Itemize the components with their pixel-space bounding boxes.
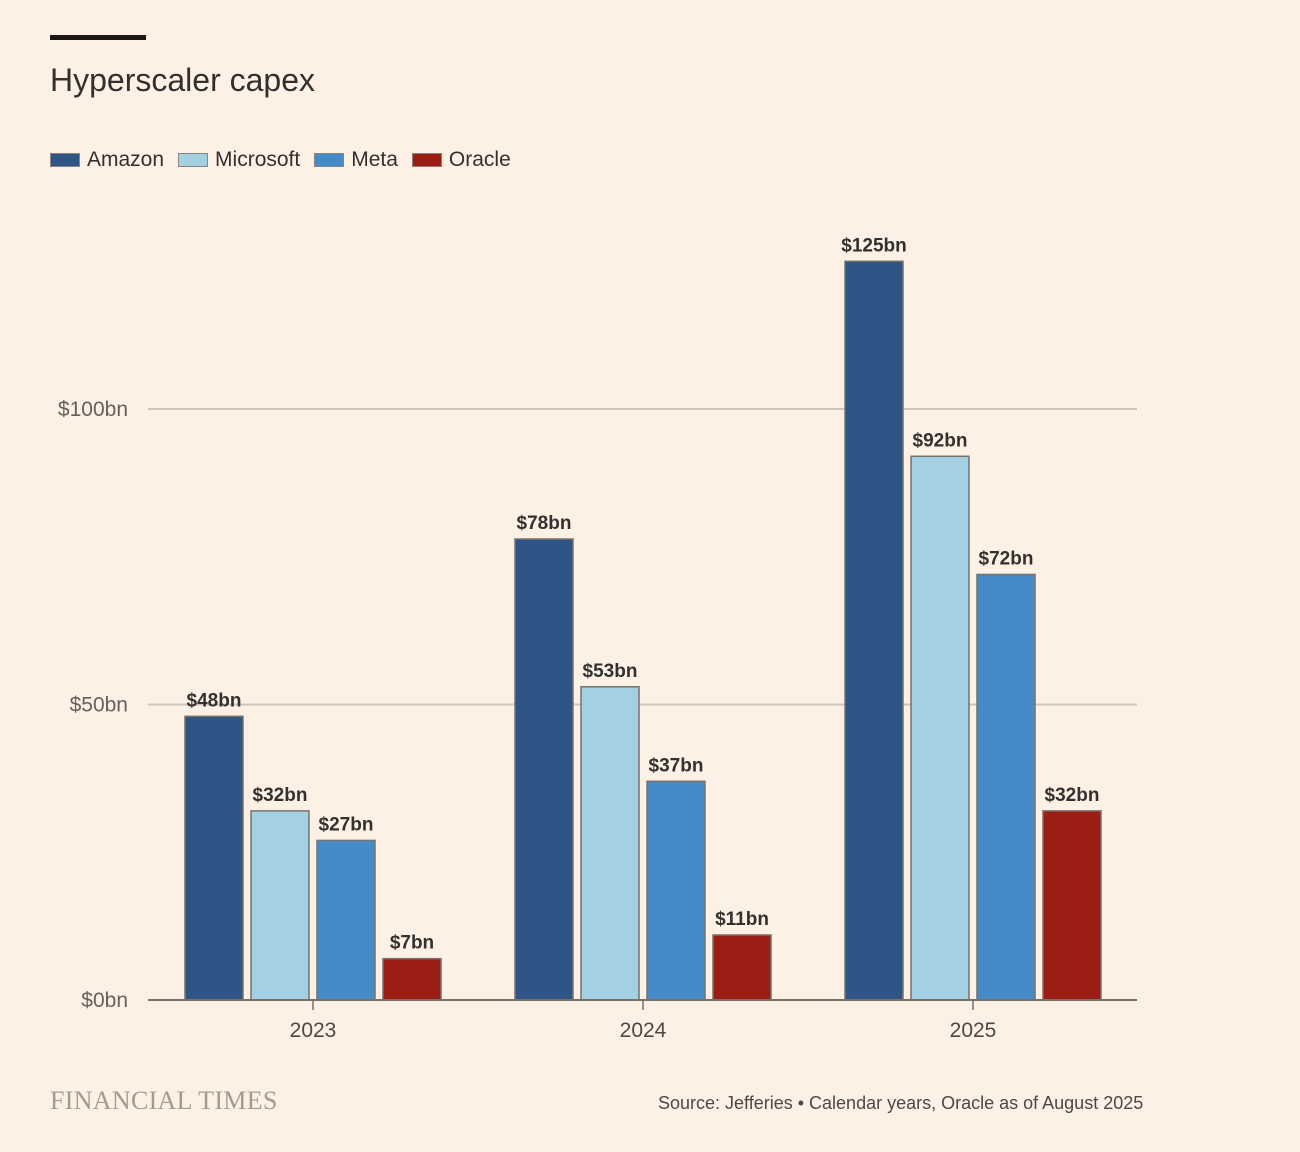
x-tick-label: 2023 xyxy=(290,1019,337,1042)
bar-microsoft-2024 xyxy=(580,686,640,1001)
chart-title: Hyperscaler capex xyxy=(50,62,315,98)
bar-amazon-2025 xyxy=(844,260,904,1001)
bar-meta-2025 xyxy=(976,573,1036,1001)
data-label: $32bn xyxy=(253,785,308,806)
legend-swatch-oracle xyxy=(411,153,442,167)
source-note: Source: Jefferies • Calendar years, Orac… xyxy=(658,1093,1144,1113)
legend-swatch-microsoft xyxy=(178,153,209,167)
legend-swatch-amazon xyxy=(50,153,80,167)
data-label: $32bn xyxy=(1045,785,1100,806)
data-label: $72bn xyxy=(979,548,1034,569)
data-label: $53bn xyxy=(583,661,638,682)
legend-swatch-meta xyxy=(314,153,345,167)
data-label: $11bn xyxy=(715,909,769,930)
y-tick-label: $0bn xyxy=(81,989,128,1012)
legend-item-microsoft: Microsoft xyxy=(178,148,300,172)
legend: Amazon Microsoft Meta Oracle xyxy=(50,148,525,172)
bar-meta-2024 xyxy=(646,780,706,1001)
bar-oracle-2025 xyxy=(1042,810,1102,1001)
bar-amazon-2024 xyxy=(514,538,574,1001)
title-rule xyxy=(50,35,146,40)
data-label: $48bn xyxy=(187,690,242,711)
y-tick-label: $50bn xyxy=(70,694,128,717)
y-tick-label: $100bn xyxy=(58,398,128,421)
legend-item-oracle: Oracle xyxy=(411,148,511,172)
legend-item-meta: Meta xyxy=(314,148,398,172)
legend-label-oracle: Oracle xyxy=(448,148,511,171)
ft-logo: FINANCIAL TIMES xyxy=(50,1086,278,1115)
x-tick-label: 2025 xyxy=(950,1019,997,1042)
bar-oracle-2023 xyxy=(382,957,442,1001)
x-tick-label: 2024 xyxy=(620,1019,667,1042)
data-label: $7bn xyxy=(390,933,434,954)
legend-item-amazon: Amazon xyxy=(50,148,164,172)
legend-label-amazon: Amazon xyxy=(87,148,165,171)
bar-microsoft-2025 xyxy=(910,455,970,1001)
legend-label-meta: Meta xyxy=(351,148,398,171)
data-label: $27bn xyxy=(319,814,374,835)
legend-label-microsoft: Microsoft xyxy=(215,148,301,171)
bar-amazon-2023 xyxy=(184,715,244,1001)
bar-meta-2023 xyxy=(316,839,376,1001)
data-label: $92bn xyxy=(913,430,968,451)
bar-oracle-2024 xyxy=(712,934,772,1001)
data-label: $78bn xyxy=(517,513,572,534)
bar-microsoft-2023 xyxy=(250,810,310,1001)
data-label: $125bn xyxy=(841,235,906,256)
data-label: $37bn xyxy=(649,755,704,776)
